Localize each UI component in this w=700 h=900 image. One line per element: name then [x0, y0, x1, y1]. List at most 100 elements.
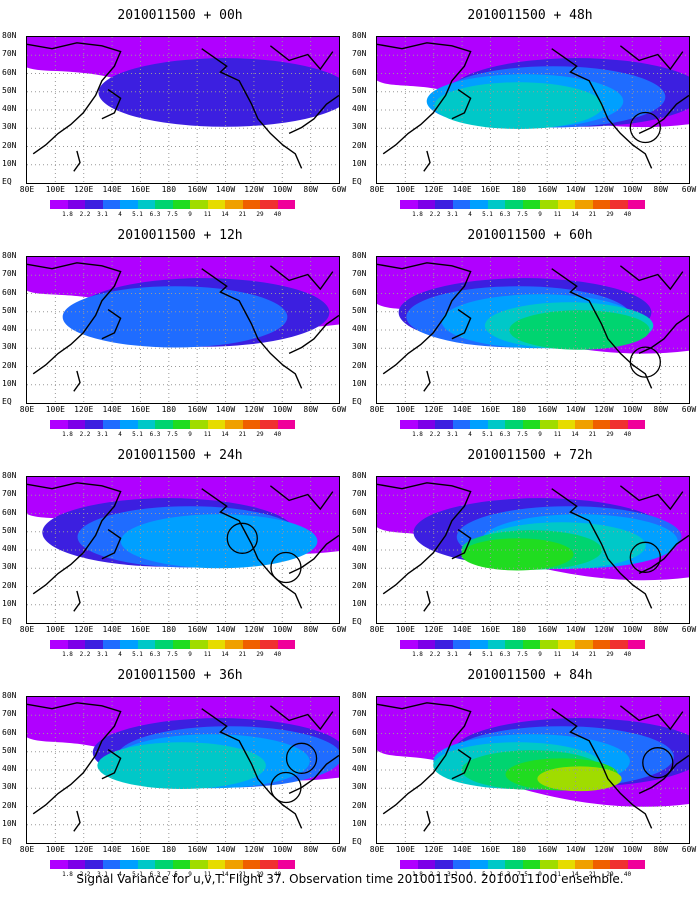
longitude-label: 140W: [565, 845, 586, 854]
longitude-label: 80E: [19, 405, 35, 414]
coastline: [27, 42, 122, 155]
colorbar: [400, 420, 645, 429]
colorbar-swatch: [172, 860, 190, 869]
latitude-label: 20N: [2, 580, 17, 590]
longitude-label: 60W: [331, 185, 347, 194]
latitude-label: 40N: [352, 764, 367, 773]
coastline: [638, 754, 689, 795]
colorbar-swatch: [50, 200, 68, 209]
colorbar-swatch: [225, 640, 243, 649]
coastline: [27, 482, 122, 595]
longitude-label: 160E: [130, 405, 151, 414]
colorbar-label: 5.1: [482, 871, 493, 878]
colorbar-swatch: [487, 420, 505, 429]
latitude-label: 50N: [352, 305, 367, 315]
colorbar-swatch: [400, 860, 418, 869]
variance-map: [26, 696, 340, 844]
colorbar-label: 29: [256, 211, 264, 218]
colorbar-label: 9: [188, 871, 192, 878]
colorbar: [400, 860, 645, 869]
colorbar-label: 3.1: [97, 431, 108, 438]
colorbar-swatch: [120, 640, 138, 649]
coastline: [451, 309, 472, 340]
longitude-label: 60W: [331, 625, 347, 634]
colorbar-swatch: [417, 860, 435, 869]
longitude-label: 160E: [480, 845, 501, 854]
latitude-label: 50N: [2, 525, 17, 535]
longitude-label: 180: [161, 405, 177, 414]
colorbar-label: 2.2: [79, 871, 91, 878]
colorbar-label: 40: [273, 871, 282, 878]
colorbar-swatch: [627, 200, 645, 209]
colorbar-swatch: [172, 640, 190, 649]
longitude-label: 160E: [130, 845, 151, 854]
colorbar-label: 40: [273, 651, 282, 658]
coastline: [269, 485, 334, 511]
coastline: [551, 48, 653, 169]
latitude-label: 20N: [352, 580, 367, 590]
map-panel: 2010011500 + 00h 80N 70N 60N 50N 40N 30N 20N 10N…: [2, 2, 350, 218]
coastline: [377, 702, 472, 815]
colorbar-swatch: [592, 420, 610, 429]
panel-title: 2010011500 + 36h: [117, 668, 243, 683]
longitude-label: 120W: [244, 845, 264, 854]
latitude-label: EQ: [352, 837, 362, 846]
coastline: [619, 485, 684, 511]
coastline: [423, 370, 431, 392]
longitude-label: 160W: [187, 625, 207, 634]
longitude-label: 80E: [369, 405, 385, 414]
latitude-label: 40N: [352, 324, 367, 333]
colorbar-label: 7.5: [517, 211, 528, 218]
colorbar-swatch: [522, 860, 540, 869]
panel-title: 2010011500 + 60h: [467, 228, 593, 243]
colorbar-label: 21: [588, 651, 597, 658]
longitude-label: 140E: [452, 625, 472, 634]
coastline: [288, 754, 339, 795]
latitude-label: 50N: [2, 85, 17, 95]
colorbar-label: 4: [118, 431, 122, 438]
colorbar: [400, 200, 645, 209]
colorbar-swatch: [592, 860, 610, 869]
longitude-label: 120E: [424, 405, 444, 414]
longitude-label: 120E: [74, 185, 94, 194]
colorbar-swatch: [50, 420, 68, 429]
map-canvas: [377, 37, 689, 183]
observation-circle: [285, 742, 318, 774]
colorbar-label: 29: [256, 651, 264, 658]
colorbar-swatch: [102, 200, 120, 209]
coastline: [27, 702, 122, 815]
colorbar-label: 11: [553, 871, 562, 878]
colorbar-swatch: [242, 640, 260, 649]
colorbar-label: 3.1: [97, 871, 108, 878]
variance-map: [376, 476, 690, 624]
coastline: [638, 314, 689, 355]
longitude-label: 140W: [215, 625, 236, 634]
latitude-label: 10N: [2, 818, 17, 828]
colorbar-label: 7.5: [167, 211, 178, 218]
latitude-label: 10N: [2, 598, 17, 608]
colorbar-swatch: [592, 640, 610, 649]
longitude-label: 120E: [74, 625, 94, 634]
panel-title: 2010011500 + 72h: [467, 448, 593, 463]
latitude-label: EQ: [2, 617, 12, 626]
colorbar-swatch: [85, 860, 103, 869]
colorbar-label: 40: [273, 431, 282, 438]
longitude-label: 180: [511, 185, 527, 194]
latitude-label: EQ: [352, 177, 362, 186]
latitude-label: 70N: [2, 709, 17, 719]
coastline: [423, 810, 431, 832]
colorbar-swatch: [67, 640, 85, 649]
colorbar-label: 6.3: [149, 211, 161, 218]
colorbar-label: 4: [118, 871, 122, 878]
colorbar-label: 21: [588, 211, 597, 218]
colorbar-swatch: [540, 640, 558, 649]
colorbar-label: 4: [468, 651, 472, 658]
latitude-label: 50N: [352, 85, 367, 95]
colorbar-label: 1.8: [62, 871, 73, 878]
colorbar-swatch: [417, 420, 435, 429]
colorbar-swatch: [575, 200, 593, 209]
colorbar-swatch: [190, 640, 208, 649]
longitude-label: 80W: [303, 405, 318, 414]
longitude-label: 120E: [74, 405, 94, 414]
longitude-label: 160W: [187, 405, 207, 414]
